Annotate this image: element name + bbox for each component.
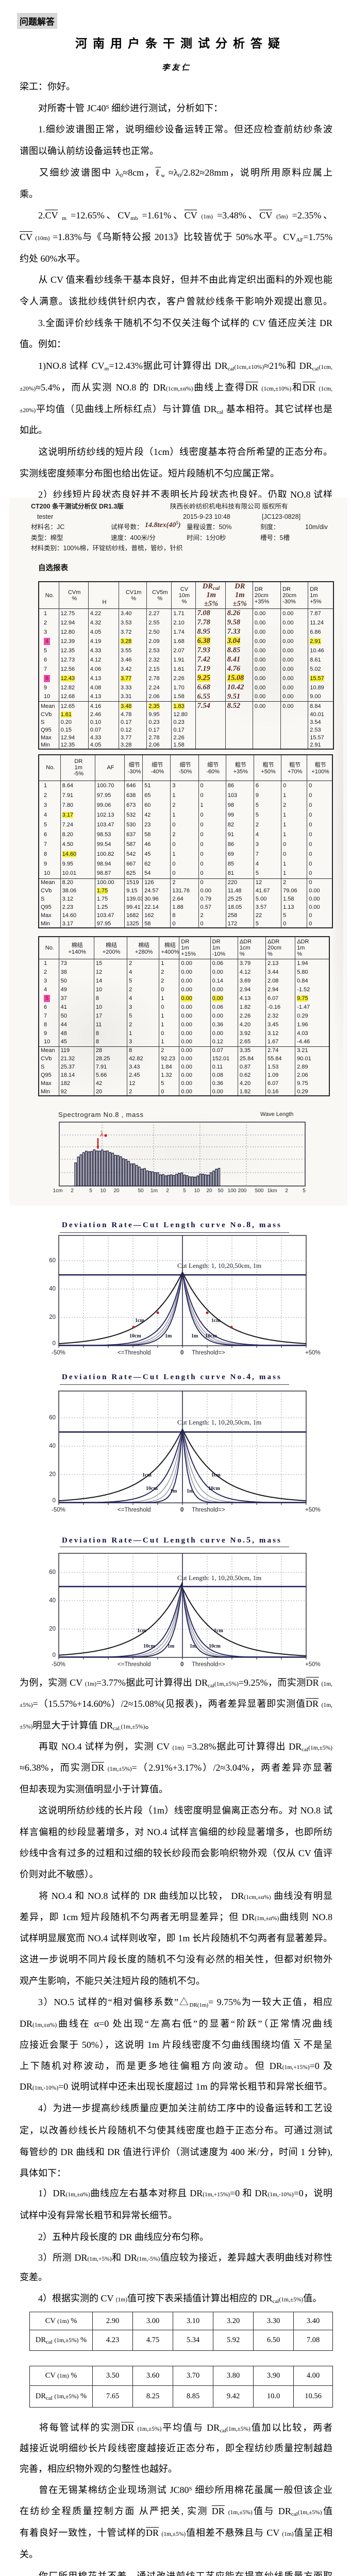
svg-text:λ: λ bbox=[99, 1130, 104, 1139]
